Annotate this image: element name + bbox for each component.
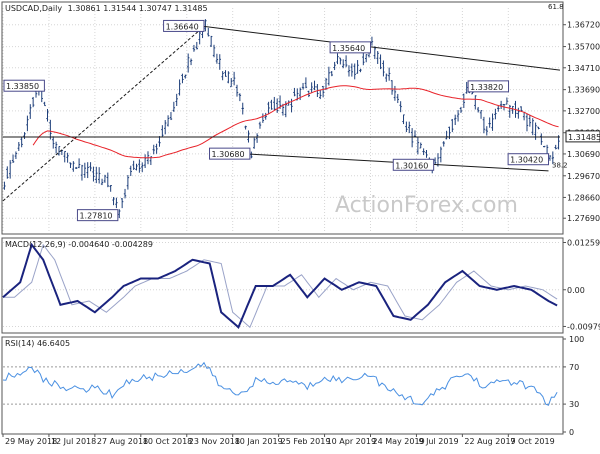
price-tick-label: 1.27690 bbox=[567, 214, 600, 223]
annotation-box bbox=[507, 153, 550, 166]
macd-signal-line bbox=[3, 243, 558, 329]
x-tick-label: 10 Jan 2019 bbox=[235, 437, 283, 446]
price-tick-label: 1.33690 bbox=[567, 86, 600, 95]
x-tick-label: 12 Jul 2018 bbox=[51, 437, 96, 446]
macd-tick-label: -0.00979 bbox=[567, 322, 600, 331]
x-tick-label: 24 May 2019 bbox=[373, 437, 425, 446]
macd-y-axis: 0.012599 0.00 -0.00979 bbox=[563, 239, 600, 331]
annotation-box bbox=[76, 209, 119, 222]
trendlines bbox=[2, 25, 561, 202]
macd-main-line bbox=[2, 242, 558, 329]
rsi-tick-label: 70 bbox=[569, 363, 579, 372]
rsi-tick-label: 30 bbox=[569, 400, 579, 409]
current-price-marker: 1.31485 bbox=[565, 130, 600, 143]
price-tick-label: 1.35700 bbox=[567, 43, 600, 52]
annotation-label: 1.33820 bbox=[470, 83, 503, 92]
x-tick-label: 10 Oct 2018 bbox=[143, 437, 192, 446]
annotation-box bbox=[163, 19, 205, 32]
rsi-tick-label: 0 bbox=[569, 428, 574, 437]
annotation-box bbox=[209, 147, 251, 160]
rsi-tick-label: 100 bbox=[569, 335, 584, 344]
annotation-box bbox=[329, 41, 372, 54]
price-tick-label: 1.29670 bbox=[567, 172, 600, 181]
rsi-grid bbox=[3, 366, 560, 405]
right-tag-label: 38.2 bbox=[552, 162, 568, 170]
price-tick-label: 1.30690 bbox=[567, 150, 600, 159]
trendline-solid bbox=[203, 25, 561, 71]
price-tick-label: 1.32700 bbox=[567, 107, 600, 116]
annotation-label: 1.33850 bbox=[6, 82, 39, 91]
x-tick-label: 23 Nov 2018 bbox=[189, 437, 240, 446]
macd-panel-frame bbox=[1, 237, 564, 334]
price-y-axis: 1.367201.357001.347101.336901.327001.316… bbox=[563, 21, 600, 223]
annotation-label: 1.35640 bbox=[332, 44, 365, 53]
price-annotations: 1.36640 1.35640 1.33850 1.33820 1.30680 1.301… bbox=[3, 19, 550, 222]
macd-tick-label: 0.012599 bbox=[567, 239, 600, 248]
x-tick-label: 10 Apr 2019 bbox=[327, 437, 376, 446]
macd-tick-label: 0.00 bbox=[567, 286, 585, 295]
annotation-label: 1.30160 bbox=[395, 161, 428, 170]
sma-line bbox=[32, 85, 559, 159]
price-tick-label: 1.36720 bbox=[567, 21, 600, 30]
current-price-text: 1.31485 bbox=[568, 133, 600, 142]
x-tick-label: 25 Feb 2019 bbox=[281, 437, 331, 446]
x-tick-label: 27 Aug 2018 bbox=[97, 437, 148, 446]
annotation-label: 1.36640 bbox=[166, 22, 199, 31]
annotation-label: 1.30680 bbox=[212, 150, 245, 159]
chart-symbol-label: USDCAD,Daily 1.30861 1.31544 1.30747 1.3… bbox=[5, 4, 208, 13]
price-panel-frame bbox=[1, 1, 564, 235]
candles bbox=[3, 19, 560, 219]
watermark: ActionForex.com bbox=[335, 193, 518, 218]
price-tick-label: 1.28660 bbox=[567, 193, 600, 202]
x-tick-label: 22 Aug 2019 bbox=[464, 437, 515, 446]
annotation-label: 1.27810 bbox=[79, 212, 112, 221]
annotation-box bbox=[3, 79, 45, 92]
annotation-label: 1.30420 bbox=[510, 156, 543, 165]
current-price-box bbox=[565, 130, 600, 143]
x-tick-label: 9 Jul 2019 bbox=[418, 437, 458, 446]
rsi-y-axis: 100 70 30 0 bbox=[563, 335, 584, 437]
corner-label: 61.8 bbox=[548, 3, 564, 11]
rsi-line bbox=[2, 361, 558, 406]
macd-label: MACD(12,26,9) -0.004640 -0.004289 bbox=[5, 240, 153, 249]
x-tick-label: 7 Oct 2019 bbox=[510, 437, 554, 446]
rsi-panel-frame bbox=[1, 336, 564, 435]
annotation-box bbox=[392, 158, 435, 171]
annotation-box bbox=[467, 80, 510, 93]
rsi-label: RSI(14) 46.6405 bbox=[5, 339, 70, 348]
trendline-dashed bbox=[2, 26, 205, 202]
price-tick-label: 1.34710 bbox=[567, 64, 600, 73]
x-tick-label: 29 May 2018 bbox=[5, 437, 57, 446]
